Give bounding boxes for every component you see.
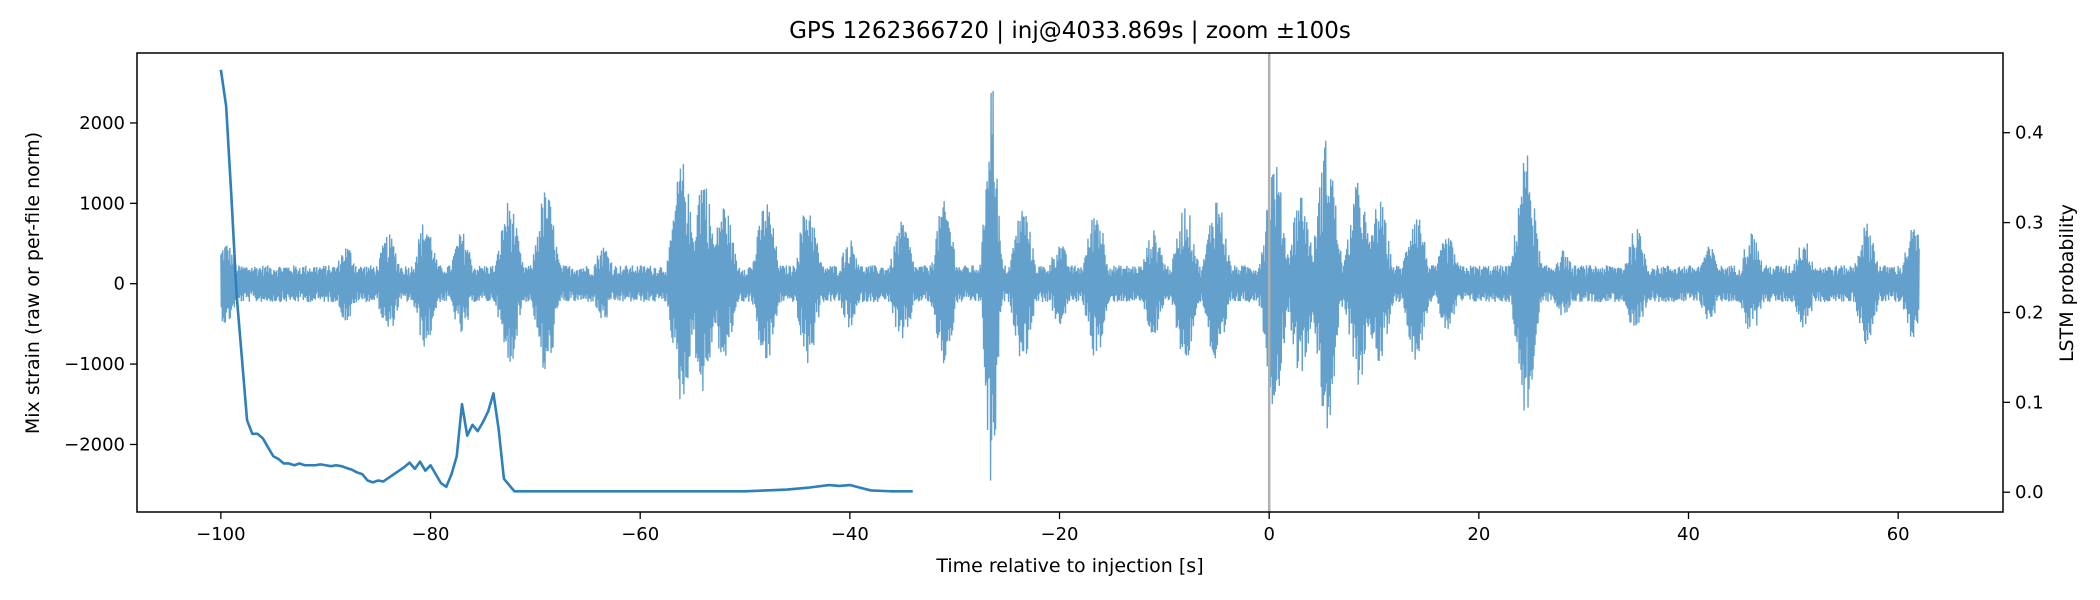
probability-line [219,69,913,493]
right-y-tick-label: 0.2 [2015,302,2044,323]
right-y-tick-label: 0.3 [2015,213,2044,234]
right-y-tick-label: 0.0 [2015,482,2044,503]
strain-line [220,91,1920,481]
left-y-axis-ticks: −2000 −1000 0 1000 2000 [64,113,137,455]
left-y-tick-label: 1000 [79,193,125,214]
chart-title: GPS 1262366720 | inj@4033.869s | zoom ±1… [789,18,1351,44]
strain-series [220,91,1920,481]
x-tick-label: 0 [1263,524,1274,545]
plot-frame [136,52,2004,513]
x-tick-label: 60 [1887,524,1910,545]
right-y-tick-label: 0.1 [2015,392,2044,413]
x-axis-ticks: −100 −80 −60 −40 −20 0 20 40 60 [196,512,1910,545]
right-y-tick-label: 0.4 [2015,123,2044,144]
x-tick-label: −60 [621,524,659,545]
left-y-tick-label: 0 [114,274,125,295]
x-tick-label: −20 [1041,524,1079,545]
probability-series [219,69,913,493]
left-y-tick-label: 2000 [79,113,125,134]
left-y-tick-label: −2000 [64,434,125,455]
right-y-axis-label: LSTM probability [2056,204,2078,362]
left-y-tick-label: −1000 [64,354,125,375]
x-tick-label: 20 [1467,524,1490,545]
x-tick-label: 40 [1677,524,1700,545]
x-tick-label: −80 [412,524,450,545]
x-tick-label: −100 [196,524,245,545]
x-axis-label: Time relative to injection [s] [935,555,1203,577]
left-y-axis-label: Mix strain (raw or per-file norm) [22,132,44,434]
x-tick-label: −40 [831,524,869,545]
right-y-axis-ticks: 0.0 0.1 0.2 0.3 0.4 [2003,123,2044,503]
